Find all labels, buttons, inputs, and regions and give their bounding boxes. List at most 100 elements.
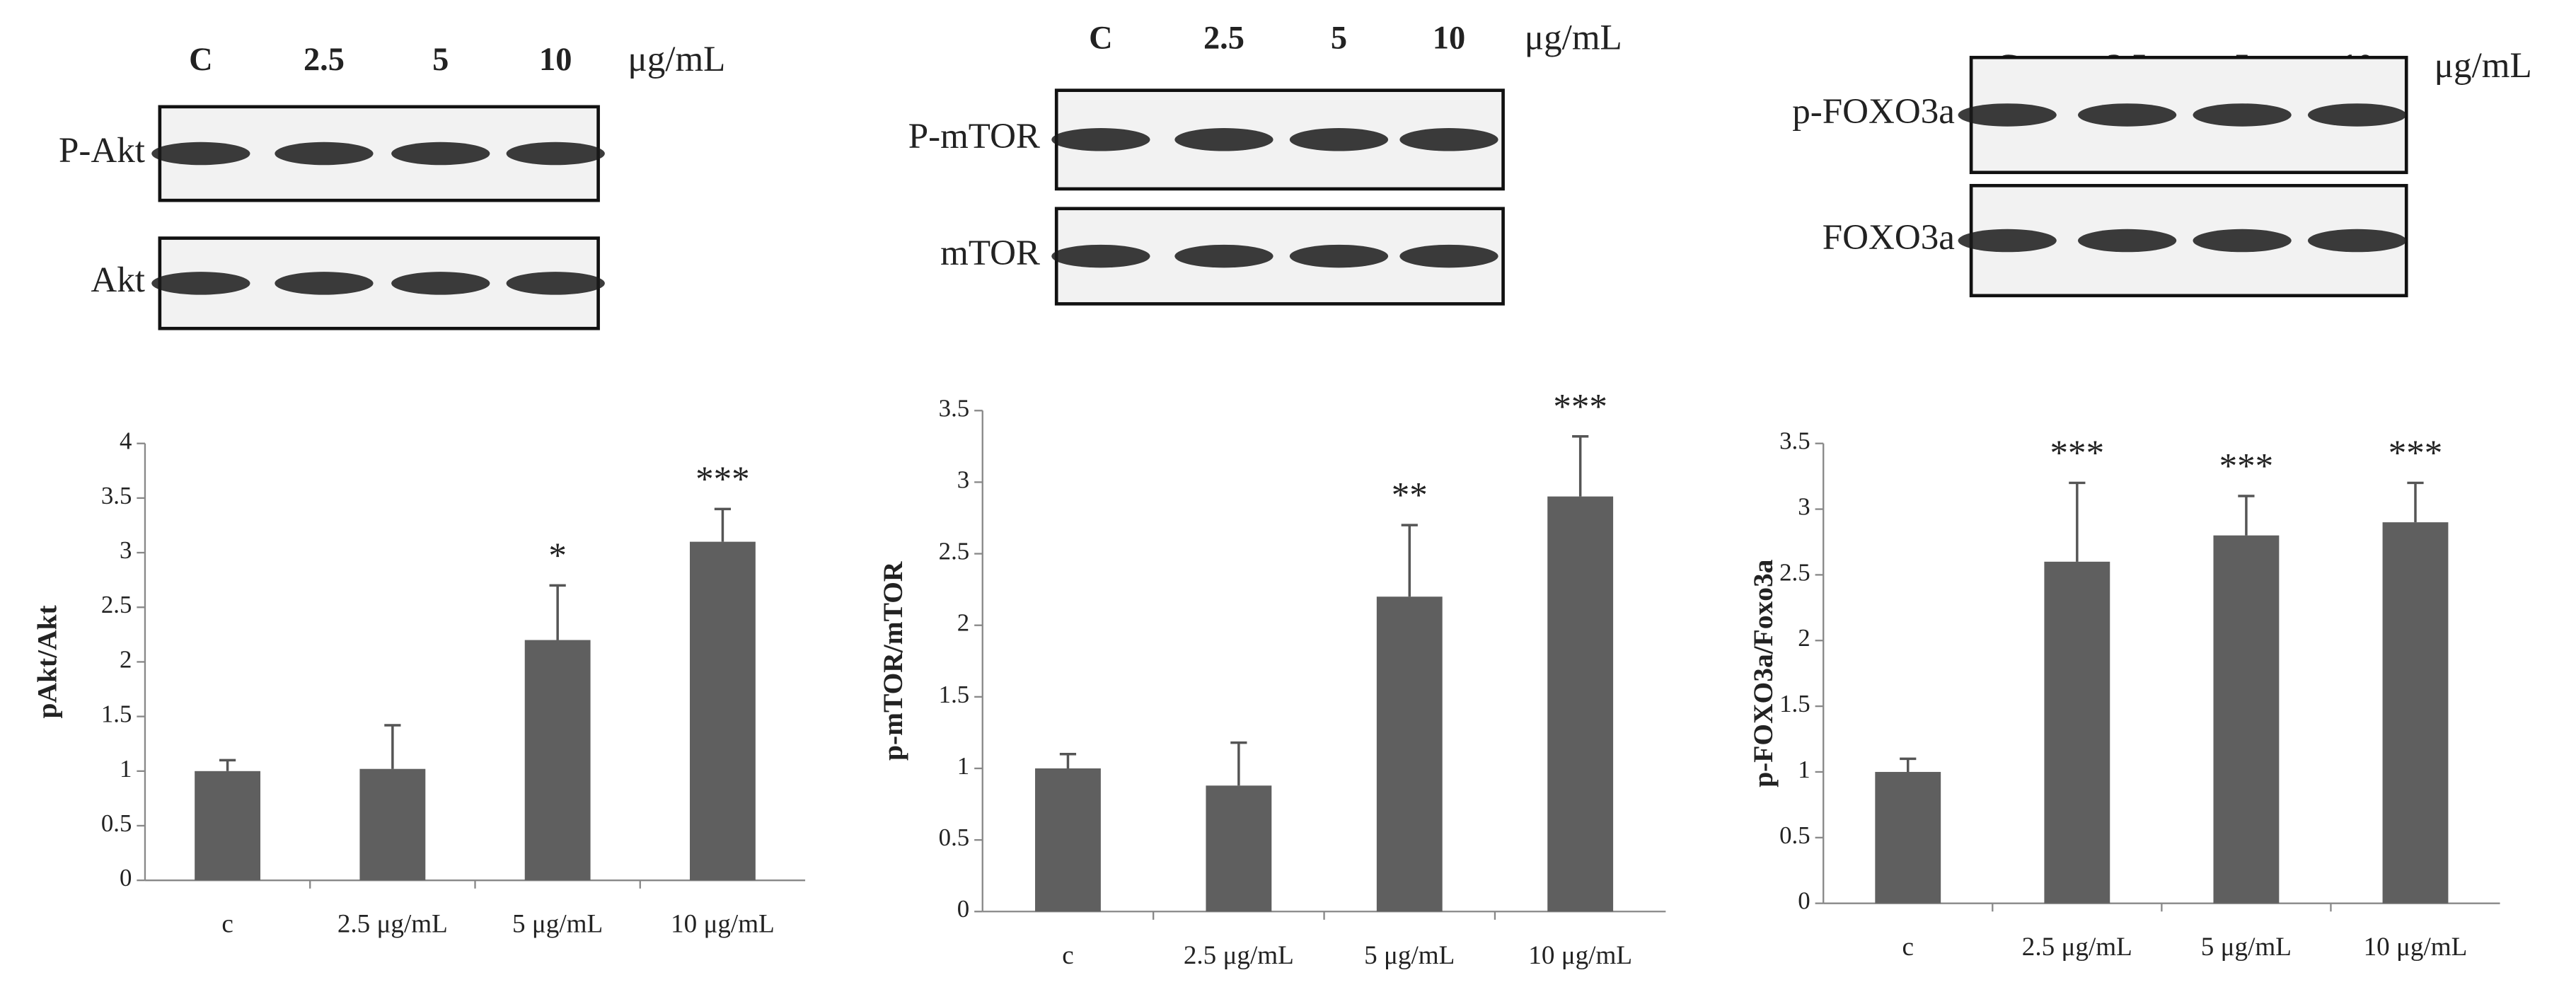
x-tick-label: c [1902,933,1914,962]
blot-band [2077,229,2177,253]
bar [359,768,426,881]
significance: *** [2219,446,2274,487]
y-tick-label: 0 [1798,887,1810,915]
x-tick-label: 5 μg/mL [1364,941,1455,970]
blot-band [391,142,490,166]
blot-band [275,272,374,295]
y-tick-label: 1 [120,755,132,783]
y-tick-label: 4 [120,427,132,455]
blot-band [506,272,605,295]
lane-label: 10 [1433,21,1465,57]
significance: *** [2050,433,2105,473]
x-tick-label: 2.5 μg/mL [1184,941,1294,970]
blot-band [1289,244,1389,268]
row-label: mTOR [940,233,1040,273]
y-tick-label: 2 [1798,624,1810,652]
y-tick-label: 0 [120,864,132,892]
error-bar [2238,495,2255,536]
y-tick-label: 3 [120,536,132,564]
blot-band [1958,103,2057,127]
y-tick-label: 3 [957,466,969,493]
blot-band [1051,128,1150,151]
bar [2213,535,2280,904]
blot-band [1958,229,2057,253]
y-tick-label: 0.5 [939,824,970,851]
bar [1547,496,1614,912]
blot-band [2307,229,2407,253]
y-tick-label: 0.5 [1779,821,1810,849]
y-tick-label: 2.5 [101,591,132,618]
significance: *** [1553,386,1607,427]
y-tick-label: 2.5 [1779,558,1810,586]
error-bar [219,759,236,771]
x-tick-label: 2.5 μg/mL [337,910,448,939]
x-tick-label: 5 μg/mL [512,910,603,939]
blot-band [2193,103,2292,127]
y-tick-label: 2.5 [939,538,970,565]
lane-label: 10 [539,42,572,78]
unit-label: μg/mL [1525,18,1622,58]
row-label: p-FOXO3a [1792,91,1955,132]
y-tick-label: 0.5 [101,809,132,837]
significance: *** [695,459,750,500]
error-bar [1059,753,1077,768]
row-label: P-mTOR [908,116,1040,156]
x-tick-label: 2.5 μg/mL [2022,933,2132,962]
y-tick-label: 3.5 [1779,427,1810,455]
error-bar [1401,524,1418,597]
error-bar [549,584,566,640]
y-tick-label: 0 [957,895,969,923]
blot-band [2077,103,2177,127]
x-tick-label: 10 μg/mL [2364,933,2468,962]
unit-label: μg/mL [628,39,725,79]
blot-band [151,272,250,295]
bar [1875,771,1941,904]
error-bar [1900,757,1917,772]
y-tick-label: 1.5 [1779,690,1810,717]
x-tick-label: c [1062,941,1073,970]
x-tick-label: 10 μg/mL [671,910,775,939]
significance: *** [2389,433,2443,473]
blot-band [2307,103,2407,127]
blot-band [1399,128,1498,151]
significance: * [548,536,567,576]
blot-band [2193,229,2292,253]
blot-band [506,142,605,166]
y-tick-label: 3.5 [939,394,970,422]
blot-band [151,142,250,166]
bar [2044,561,2110,904]
x-tick-label: 10 μg/mL [1528,941,1632,970]
lane-label: 2.5 [1203,21,1244,57]
y-tick-label: 1 [957,752,969,780]
y-axis-label: p-FOXO3a/Foxo3a [1748,559,1779,787]
lane-label: 2.5 [304,42,345,78]
blot-band [1174,128,1273,151]
lane-label: C [189,42,213,78]
y-tick-label: 2 [120,645,132,673]
row-label: Akt [91,260,145,300]
y-axis-label: pAkt/Akt [31,605,62,718]
bar [524,640,591,881]
y-tick-label: 3 [1798,493,1810,521]
bar [1376,596,1443,912]
lane-label: C [1089,21,1113,57]
significance: ** [1392,475,1428,516]
x-tick-label: c [221,910,233,939]
unit-label: μg/mL [2435,45,2532,86]
row-label: FOXO3a [1823,217,1955,258]
error-bar [1572,434,1589,497]
row-label: P-Akt [59,130,145,171]
y-tick-label: 2 [957,609,969,637]
blot-band [1051,244,1150,268]
y-axis-label: p-mTOR/mTOR [877,561,908,761]
error-bar [1230,741,1247,786]
blot-band [1174,244,1273,268]
blot-band [1289,128,1389,151]
y-tick-label: 1.5 [939,681,970,708]
y-tick-label: 1 [1798,756,1810,783]
y-tick-label: 1.5 [101,700,132,728]
x-tick-label: 5 μg/mL [2201,933,2292,962]
blot-band [391,272,490,295]
blot-band [275,142,374,166]
